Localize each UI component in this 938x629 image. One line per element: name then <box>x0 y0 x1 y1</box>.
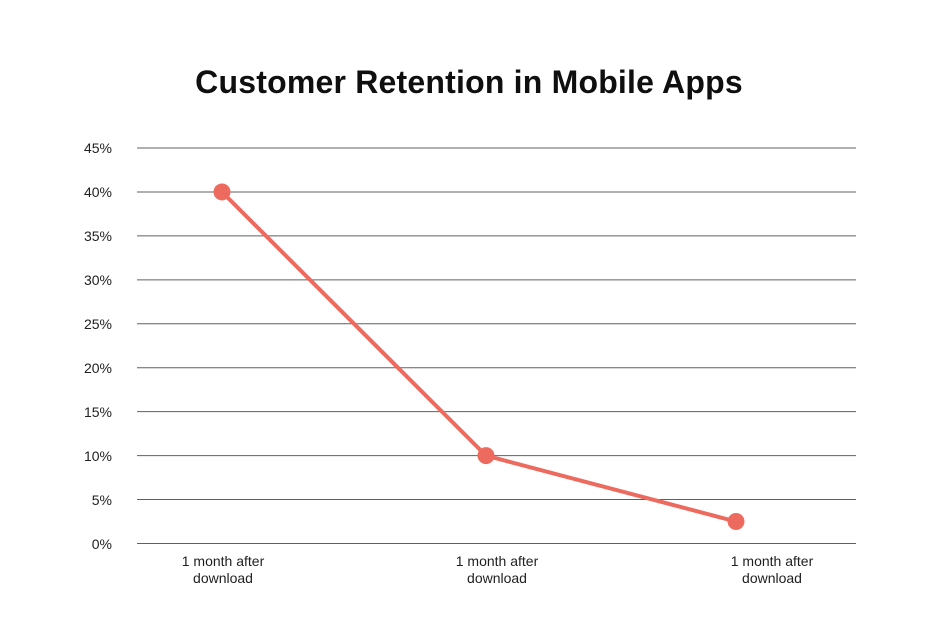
x-axis-label: 1 month after download <box>181 553 265 586</box>
y-tick-label: 0% <box>91 535 112 552</box>
x-axis-label: 1 month after download <box>455 553 539 586</box>
y-tick-label: 25% <box>83 315 112 332</box>
y-tick-label: 15% <box>83 403 112 420</box>
y-tick-label: 35% <box>83 227 112 244</box>
chart-title: Customer Retention in Mobile Apps <box>195 64 743 100</box>
gridlines-group <box>137 147 856 544</box>
y-tick-label: 40% <box>83 183 112 200</box>
y-tick-label: 30% <box>83 271 112 288</box>
y-tick-label: 10% <box>83 447 112 464</box>
y-tick-label: 45% <box>83 140 112 156</box>
x-axis-label: 1 month after download <box>730 553 814 586</box>
data-point <box>477 447 495 465</box>
y-tick-label: 5% <box>91 491 112 508</box>
data-point <box>727 513 745 531</box>
line-series-group <box>213 183 745 531</box>
y-tick-label: 20% <box>83 359 112 376</box>
data-point <box>213 183 231 201</box>
retention-line <box>220 189 738 524</box>
